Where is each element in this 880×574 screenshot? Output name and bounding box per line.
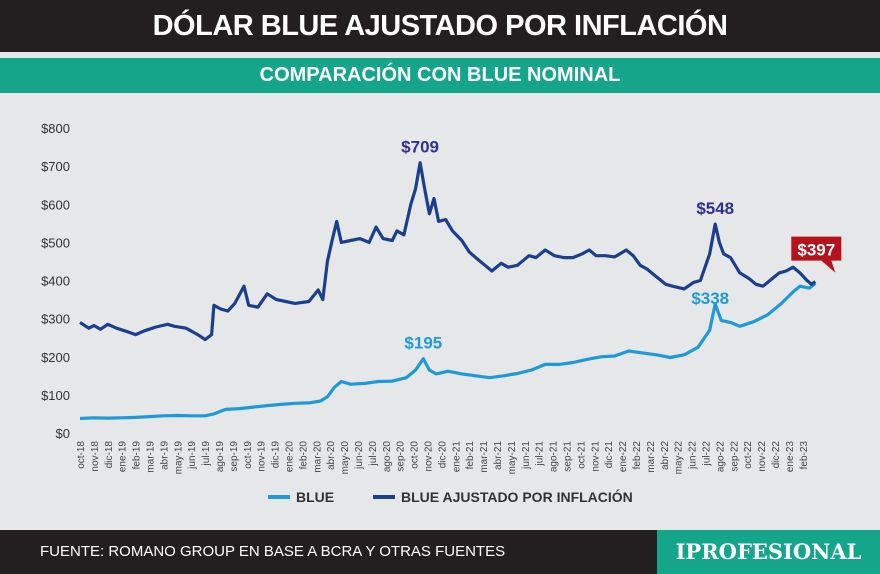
x-tick-label: dic-21 — [604, 441, 615, 469]
x-tick-label: jun-21 — [521, 441, 532, 470]
x-tick-label: oct-22 — [743, 441, 754, 469]
y-tick-label: $500 — [41, 235, 70, 250]
x-tick-label: dic-18 — [104, 441, 115, 469]
peak-label: $548 — [696, 199, 734, 218]
x-tick-label: abr-22 — [660, 441, 671, 470]
x-tick-label: oct-18 — [76, 441, 87, 469]
x-tick-label: jun-19 — [187, 441, 198, 470]
x-tick-label: jul-20 — [368, 441, 379, 467]
y-tick-label: $100 — [41, 388, 70, 403]
last-value-label: $397 — [797, 241, 835, 260]
legend-label-adjusted: BLUE AJUSTADO POR INFLACIÓN — [401, 488, 633, 505]
x-tick-label: feb-21 — [465, 441, 476, 470]
x-tick-label: dic-20 — [437, 441, 448, 469]
x-tick-label: sep-22 — [729, 441, 740, 472]
source-note: FUENTE: ROMANO GROUP EN BASE A BCRA Y OT… — [40, 543, 506, 560]
x-tick-label: feb-23 — [799, 441, 810, 470]
x-tick-label: mar-20 — [312, 441, 323, 473]
x-tick-label: mar-22 — [646, 441, 657, 473]
x-tick-label: nov-21 — [590, 441, 601, 472]
x-tick-label: mar-21 — [479, 441, 490, 473]
x-tick-label: oct-21 — [576, 441, 587, 469]
x-tick-label: ago-20 — [382, 441, 393, 473]
y-tick-label: $200 — [41, 350, 70, 365]
logo-text: IPROFESIONAL — [675, 539, 862, 564]
y-tick-label: $600 — [41, 197, 70, 212]
last-value-box — [791, 236, 842, 273]
x-tick-label: oct-20 — [410, 441, 421, 469]
x-tick-label: jun-20 — [354, 441, 365, 470]
x-tick-label: abr-20 — [326, 441, 337, 470]
y-tick-label: $0 — [56, 426, 70, 441]
x-tick-label: ago-21 — [549, 441, 560, 473]
x-tick-label: nov-18 — [90, 441, 101, 472]
y-tick-label: $800 — [41, 121, 70, 136]
peak-label: $195 — [404, 334, 442, 353]
iprofesional-logo: IPROFESIONAL — [657, 530, 880, 574]
x-tick-label: nov-19 — [257, 441, 268, 472]
series-line-adjusted — [79, 161, 817, 342]
x-tick-label: may-20 — [340, 441, 351, 475]
y-tick-label: $300 — [41, 312, 70, 327]
x-tick-label: may-22 — [674, 441, 685, 475]
x-tick-label: jun-22 — [688, 441, 699, 470]
x-tick-label: feb-22 — [632, 441, 643, 470]
x-tick-label: abr-21 — [493, 441, 504, 470]
x-tick-label: nov-22 — [757, 441, 768, 472]
x-tick-label: ago-22 — [715, 441, 726, 473]
x-tick-label: ene-20 — [285, 441, 296, 473]
x-tick-label: may-19 — [173, 441, 184, 475]
x-tick-label: feb-19 — [132, 441, 143, 470]
x-tick-label: mar-19 — [146, 441, 157, 473]
x-tick-label: may-21 — [507, 441, 518, 475]
y-tick-label: $400 — [41, 274, 70, 289]
x-tick-label: ago-19 — [215, 441, 226, 473]
series-line-blue — [79, 282, 817, 421]
x-tick-label: jul-19 — [201, 441, 212, 467]
x-tick-label: sep-21 — [563, 441, 574, 472]
footer: FUENTE: ROMANO GROUP EN BASE A BCRA Y OT… — [0, 530, 880, 574]
x-tick-label: ene-21 — [451, 441, 462, 473]
x-tick-label: ene-22 — [618, 441, 629, 473]
peak-label: $338 — [691, 289, 729, 308]
peak-label: $709 — [401, 138, 439, 157]
x-tick-label: jul-21 — [535, 441, 546, 467]
x-tick-label: jul-22 — [702, 441, 713, 467]
x-tick-label: abr-19 — [159, 441, 170, 470]
x-tick-label: ene-23 — [785, 441, 796, 473]
y-tick-label: $700 — [41, 159, 70, 174]
x-tick-label: sep-19 — [229, 441, 240, 472]
x-tick-label: feb-20 — [298, 441, 309, 470]
chart-title: DÓLAR BLUE AJUSTADO POR INFLACIÓN — [0, 0, 880, 52]
x-tick-label: nov-20 — [424, 441, 435, 472]
x-tick-label: dic-19 — [271, 441, 282, 469]
x-tick-label: sep-20 — [396, 441, 407, 472]
x-tick-label: oct-19 — [243, 441, 254, 469]
chart-subtitle: COMPARACIÓN CON BLUE NOMINAL — [0, 58, 880, 93]
x-tick-label: dic-22 — [771, 441, 782, 469]
x-tick-label: ene-19 — [118, 441, 129, 473]
legend-label-blue: BLUE — [296, 489, 334, 505]
